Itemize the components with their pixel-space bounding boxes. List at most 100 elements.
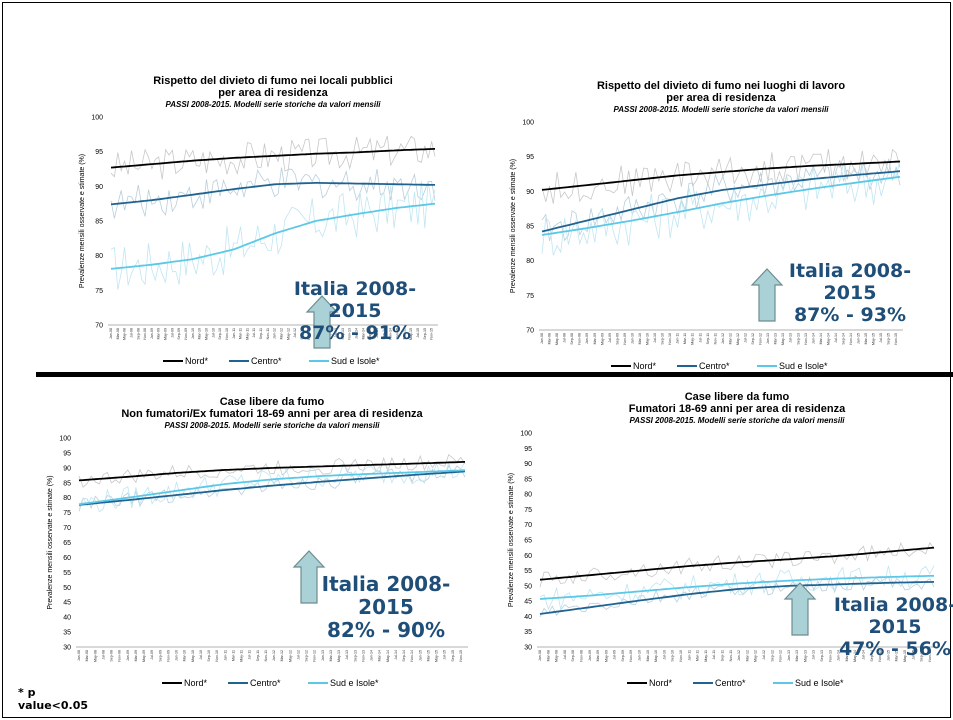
chart-panel: Rispetto del divieto di fumo nei locali … [40,72,480,372]
x-tick-label: Jul-10 [211,328,215,338]
x-tick-label: Nov-08 [118,650,122,662]
x-tick-label: Jan-14 [355,328,359,339]
x-tick-label: Nov-12 [307,328,311,340]
y-tick-label: 90 [524,461,532,468]
x-tick-label: Mar-14 [378,650,382,661]
y-axis-label: Prevalenze mensili osservate e stimate (… [508,473,515,607]
x-tick-label: Sep-10 [661,333,665,345]
annotation-text: Italia 2008- [789,260,911,282]
x-tick-label: Nov-15 [430,328,434,340]
series-trend-line [110,202,436,270]
x-tick-label: Jan-08 [538,650,542,661]
footnote-line-1: * p [18,686,36,699]
x-tick-label: Jan-13 [321,650,325,661]
x-tick-label: Jul-09 [608,333,612,343]
x-tick-label: May-12 [754,650,758,662]
x-tick-label: Mar-15 [895,650,899,661]
series-trend-line [78,469,466,506]
y-tick-label: 95 [524,446,532,453]
x-tick-label: May-10 [654,650,658,662]
x-tick-label: Jan-09 [126,650,130,661]
y-tick-label: 30 [524,645,532,652]
series-trend-line [541,160,901,191]
x-tick-label: Nov-15 [459,650,463,662]
x-tick-label: Sep-11 [720,650,724,661]
annotation-text: Italia 2008- [834,594,953,616]
y-tick-label: 85 [63,480,71,487]
x-tick-label: Sep-08 [110,650,114,662]
x-tick-label: Sep-09 [615,333,619,345]
annotation-text: 82% - 90% [327,618,445,642]
x-tick-label: May-14 [386,650,390,662]
y-tick-label: 55 [63,570,71,577]
x-tick-label: Jul-12 [743,333,747,343]
x-tick-label: Jul-08 [129,328,133,338]
x-tick-label: Sep-08 [571,650,575,662]
y-tick-label: 45 [524,599,532,606]
x-tick-label: May-12 [736,333,740,345]
chart-title-line-2: Non fumatori/Ex fumatori 18-69 anni per … [121,408,423,420]
chart-title: Rispetto del divieto di fumo nei locali … [153,75,393,87]
observed-series-line [110,135,436,180]
y-axis-label: Prevalenze mensili osservate e stimate (… [79,154,86,288]
x-tick-label: Jul-14 [394,650,398,660]
x-tick-label: Jul-11 [712,650,716,660]
x-tick-label: May-11 [245,328,249,340]
legend-label: Nord* [185,356,209,366]
y-tick-label: 65 [63,540,71,547]
x-tick-label: Jul-14 [861,650,865,660]
x-tick-label: Sep-13 [341,328,345,340]
y-tick-label: 75 [526,293,534,300]
x-tick-label: Mar-13 [329,650,333,661]
x-tick-label: May-14 [368,328,372,340]
x-tick-label: Jan-15 [886,650,890,661]
x-tick-label: Jan-10 [630,333,634,344]
x-tick-label: Sep-12 [300,328,304,340]
x-tick-label: Jul-09 [170,328,174,338]
series-trend-line [541,170,901,233]
x-tick-label: Mar-11 [239,328,243,339]
observed-series-line [110,167,436,219]
up-arrow-icon [783,582,817,636]
x-tick-label: Sep-12 [751,333,755,345]
x-tick-label: Mar-09 [596,650,600,661]
y-tick-label: 80 [524,492,532,499]
x-tick-label: Jan-12 [721,333,725,344]
y-tick-label: 50 [63,585,71,592]
series-trend-line [78,461,466,482]
x-tick-label: Jul-11 [248,650,252,660]
x-tick-label: Sep-11 [259,328,263,339]
series-trend-line [78,470,466,506]
x-tick-label: Nov-12 [313,650,317,662]
x-tick-label: May-12 [286,328,290,340]
x-tick-label: May-10 [191,650,195,662]
x-tick-label: Mar-09 [134,650,138,661]
y-tick-label: 70 [526,328,534,335]
x-tick-label: May-13 [781,333,785,345]
chart-subtitle: PASSI 2008-2015. Modelli serie storiche … [164,421,380,430]
chart-title-line-2: Fumatori 18-69 anni per area di residenz… [629,403,846,415]
legend-label: Sud e Isole* [331,356,380,366]
x-tick-label: Sep-13 [353,650,357,662]
y-axis-label: Prevalenze mensili osservate e stimate (… [47,475,54,609]
x-tick-label: May-15 [409,328,413,340]
x-tick-label: Jul-08 [101,650,105,660]
x-tick-label: Jan-15 [418,650,422,661]
x-tick-label: Nov-13 [804,333,808,345]
up-arrow-icon [305,295,339,349]
x-tick-label: Sep-14 [841,333,845,345]
x-tick-label: Mar-08 [116,328,120,339]
x-tick-label: May-12 [288,650,292,662]
x-tick-label: Sep-12 [770,650,774,662]
x-tick-label: Sep-15 [451,650,455,662]
chart-panel: Case libere da fumo Non fumatori/Ex fumat… [40,385,480,688]
legend-label: Nord* [633,361,657,371]
x-tick-label: Nov-11 [264,650,268,661]
y-tick-label: 85 [524,476,532,483]
x-tick-label: Nov-15 [894,333,898,345]
x-tick-label: Mar-12 [745,650,749,661]
x-tick-label: Jan-14 [370,650,374,661]
y-tick-label: 55 [524,568,532,575]
x-tick-label: Nov-11 [266,328,270,339]
